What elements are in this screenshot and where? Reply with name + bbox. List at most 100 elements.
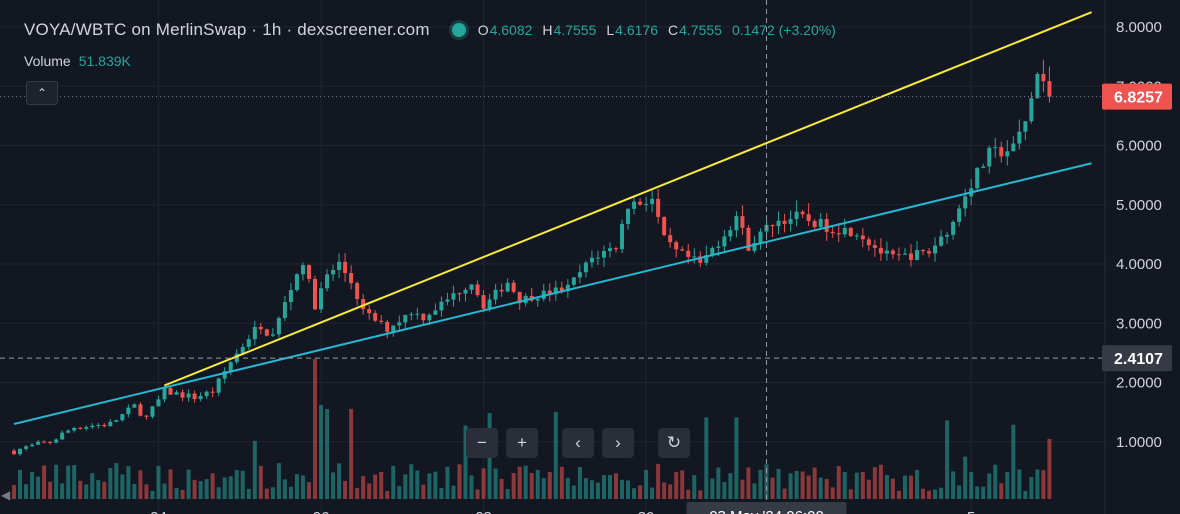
candle-body — [921, 250, 926, 252]
volume-bar — [54, 464, 59, 499]
ohlc-open: O4.6082 — [477, 22, 533, 38]
candle-body — [463, 289, 468, 294]
y-tick-label: 6.0000 — [1116, 138, 1162, 155]
volume-bar — [589, 480, 594, 499]
volume-bar — [577, 467, 582, 499]
volume-bar — [180, 489, 185, 499]
volume-bar — [921, 488, 926, 499]
last-price-label: 6.8257 — [1114, 90, 1163, 107]
zoom-in-button[interactable]: + — [506, 428, 538, 458]
candle-body — [571, 277, 576, 285]
scroll-left-arrow-icon[interactable]: ◀ — [1, 488, 11, 502]
volume-bar — [559, 466, 564, 499]
volume-bar — [162, 483, 167, 499]
volume-bar — [632, 488, 637, 499]
candle-body — [656, 198, 661, 217]
volume-bar — [668, 484, 673, 499]
volume-bar — [96, 479, 101, 499]
candle-body — [391, 325, 396, 332]
candle-body — [367, 309, 372, 314]
collapse-legend-button[interactable]: ⌃ — [26, 81, 58, 105]
volume-bar — [848, 489, 853, 499]
candle-body — [403, 314, 408, 323]
candle-body — [933, 245, 938, 254]
volume-bar — [607, 475, 612, 499]
candle-body — [939, 236, 944, 246]
candle-body — [650, 198, 655, 204]
volume-bar — [367, 483, 372, 499]
volume-bar — [156, 465, 161, 499]
candle-body — [511, 282, 516, 292]
volume-bar — [192, 479, 197, 499]
volume-bar — [1011, 424, 1016, 499]
volume-bar — [872, 467, 877, 499]
y-tick-label: 5.0000 — [1116, 197, 1162, 214]
volume-bar — [915, 469, 919, 499]
candle-body — [752, 243, 757, 251]
volume-bar — [553, 412, 558, 499]
volume-bar — [1035, 469, 1040, 499]
volume-bar — [951, 471, 956, 499]
volume-bar — [505, 489, 510, 499]
volume-bar — [499, 478, 504, 499]
volume-bar — [1029, 477, 1034, 499]
zoom-out-button[interactable]: − — [466, 428, 498, 458]
volume-bar — [325, 409, 330, 499]
volume-bar — [204, 479, 209, 499]
scroll-right-button[interactable]: › — [602, 428, 634, 458]
candle-body — [878, 247, 883, 254]
volume-bar — [84, 484, 89, 499]
candle-body — [644, 203, 649, 205]
candle-body — [349, 273, 354, 284]
volume-bar — [445, 466, 450, 499]
volume-bar — [884, 475, 889, 499]
candle-body — [698, 256, 703, 263]
volume-bar — [168, 469, 173, 499]
volume-bar — [216, 487, 221, 499]
candle-body — [758, 231, 763, 244]
volume-bar — [656, 463, 661, 499]
candle-body — [1011, 143, 1016, 152]
candle-body — [993, 147, 998, 149]
ohlc-low: L4.6176 — [606, 22, 658, 38]
candle-body — [577, 272, 582, 278]
candle-body — [48, 441, 53, 443]
x-tick-label: 28 — [475, 509, 492, 514]
candle-body — [469, 284, 474, 290]
candle-body — [957, 208, 962, 222]
volume-bar — [565, 477, 570, 499]
volume-bar — [686, 489, 691, 499]
volume-bar — [60, 483, 65, 499]
candle-body — [270, 334, 275, 336]
volume-bar — [228, 476, 233, 499]
volume-bar — [48, 481, 53, 499]
candle-body — [379, 320, 384, 322]
reset-chart-button[interactable]: ↻ — [658, 428, 690, 458]
candle-body — [331, 269, 336, 275]
scroll-left-button[interactable]: ‹ — [562, 428, 594, 458]
candle-body — [313, 278, 317, 310]
volume-bar — [138, 470, 143, 499]
volume-bar — [300, 475, 305, 499]
volume-bar — [824, 478, 829, 499]
volume-bar — [836, 466, 841, 499]
volume-bar — [1005, 472, 1010, 499]
candle-body — [355, 283, 360, 299]
candle-body — [818, 219, 823, 227]
candle-body — [487, 299, 492, 309]
chart-nav-toolbar: − + ‹ › ↻ — [466, 428, 690, 458]
candle-body — [559, 287, 564, 291]
candle-body — [397, 322, 402, 326]
volume-bar — [126, 466, 131, 499]
candle-body — [824, 219, 829, 232]
candle-body — [210, 391, 215, 393]
volume-bar — [939, 487, 944, 499]
candle-body — [120, 414, 125, 421]
volume-bar — [439, 488, 444, 499]
volume-bar — [680, 470, 685, 499]
candle-body — [84, 427, 89, 429]
volume-bar — [210, 473, 215, 499]
volume-bar — [451, 485, 456, 499]
candle-body — [276, 318, 281, 335]
